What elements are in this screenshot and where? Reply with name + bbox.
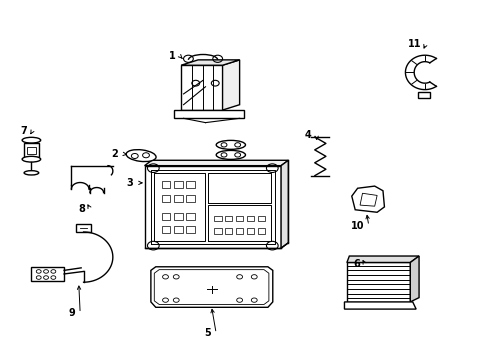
Bar (185, 226, 194, 233)
Polygon shape (344, 302, 415, 309)
Bar (173, 226, 182, 233)
Polygon shape (144, 160, 288, 166)
Text: 11: 11 (407, 39, 420, 49)
Bar (258, 228, 265, 234)
Bar (246, 216, 254, 221)
Polygon shape (181, 65, 222, 110)
Bar (214, 228, 221, 234)
Bar (173, 181, 182, 188)
Bar (214, 216, 221, 221)
Polygon shape (76, 224, 91, 232)
Bar (185, 213, 194, 220)
Bar (173, 213, 182, 220)
Text: 8: 8 (78, 204, 85, 214)
Text: 9: 9 (68, 309, 75, 318)
Bar (161, 213, 170, 220)
Text: 2: 2 (111, 149, 118, 159)
Ellipse shape (126, 150, 156, 162)
Bar (246, 228, 254, 234)
Bar (224, 216, 232, 221)
Bar (173, 195, 182, 202)
Text: 7: 7 (20, 126, 27, 136)
Bar (161, 226, 170, 233)
Bar (185, 195, 194, 202)
Ellipse shape (22, 156, 41, 162)
Polygon shape (144, 166, 281, 248)
Polygon shape (173, 110, 244, 118)
Polygon shape (346, 262, 409, 302)
Polygon shape (351, 186, 384, 212)
Bar (161, 195, 170, 202)
Polygon shape (222, 60, 239, 110)
Ellipse shape (216, 150, 245, 159)
Bar (224, 228, 232, 234)
Text: 3: 3 (126, 178, 133, 188)
Bar (258, 216, 265, 221)
Text: 5: 5 (204, 328, 211, 338)
Polygon shape (417, 92, 429, 98)
Text: 10: 10 (350, 221, 363, 231)
Text: 4: 4 (305, 130, 311, 140)
Polygon shape (281, 160, 288, 248)
Text: 1: 1 (168, 51, 175, 61)
Polygon shape (24, 143, 39, 157)
Ellipse shape (24, 171, 39, 175)
Text: 6: 6 (353, 259, 359, 269)
Bar (185, 181, 194, 188)
Ellipse shape (22, 137, 41, 143)
Bar (161, 181, 170, 188)
Polygon shape (409, 256, 418, 302)
Polygon shape (181, 60, 239, 65)
Ellipse shape (216, 140, 245, 149)
Polygon shape (346, 256, 418, 262)
Polygon shape (31, 267, 64, 281)
Bar (235, 216, 243, 221)
Bar (235, 228, 243, 234)
Polygon shape (151, 267, 272, 307)
